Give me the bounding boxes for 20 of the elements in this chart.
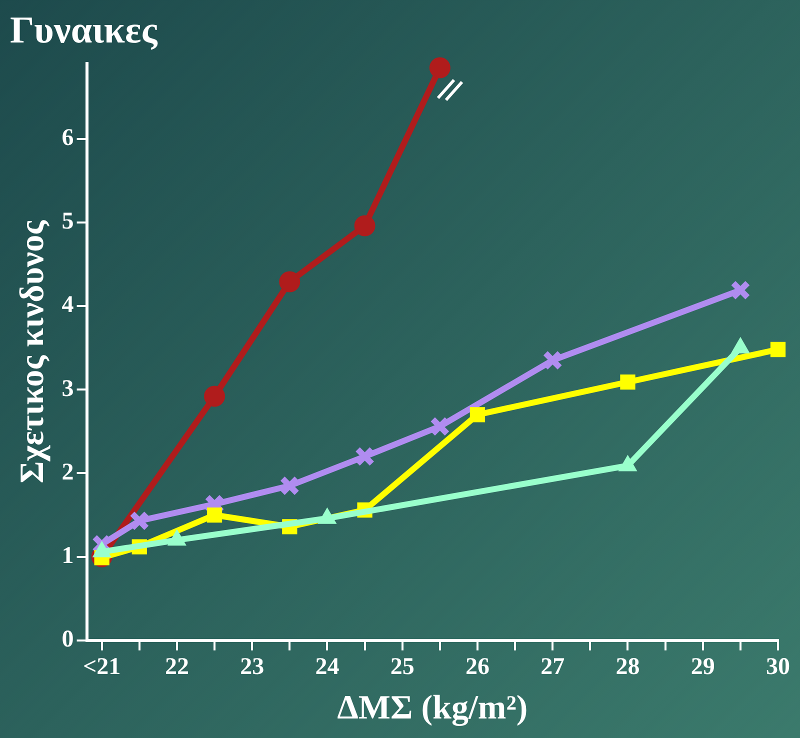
- x-tick-label: 30: [766, 654, 790, 680]
- y-tick-label: 1: [62, 543, 74, 570]
- x-tick-label: 29: [690, 654, 715, 680]
- y-tick-label: 2: [62, 459, 74, 486]
- y-axis-title: Σχετικος κινδυνος: [14, 220, 52, 484]
- y-tick-label: 0: [62, 626, 74, 653]
- y-tick-label: 4: [62, 292, 74, 318]
- x-tick-label: 23: [240, 654, 264, 680]
- x-tick-label: 28: [616, 654, 640, 680]
- x-tick-label: 24: [315, 654, 340, 680]
- chart-title: Γυναικες: [10, 10, 158, 52]
- y-tick-label: 5: [62, 208, 74, 235]
- x-tick-label: 22: [164, 654, 189, 680]
- y-tick-label: 6: [62, 125, 74, 152]
- y-tick-label: 3: [62, 376, 74, 402]
- x-axis-title: ΔΜΣ (kg/m²): [337, 689, 528, 726]
- x-tick-label: <21: [82, 654, 121, 680]
- x-tick-label: 27: [540, 654, 565, 680]
- x-tick-label: 26: [465, 654, 490, 680]
- x-tick-label: 25: [390, 654, 414, 680]
